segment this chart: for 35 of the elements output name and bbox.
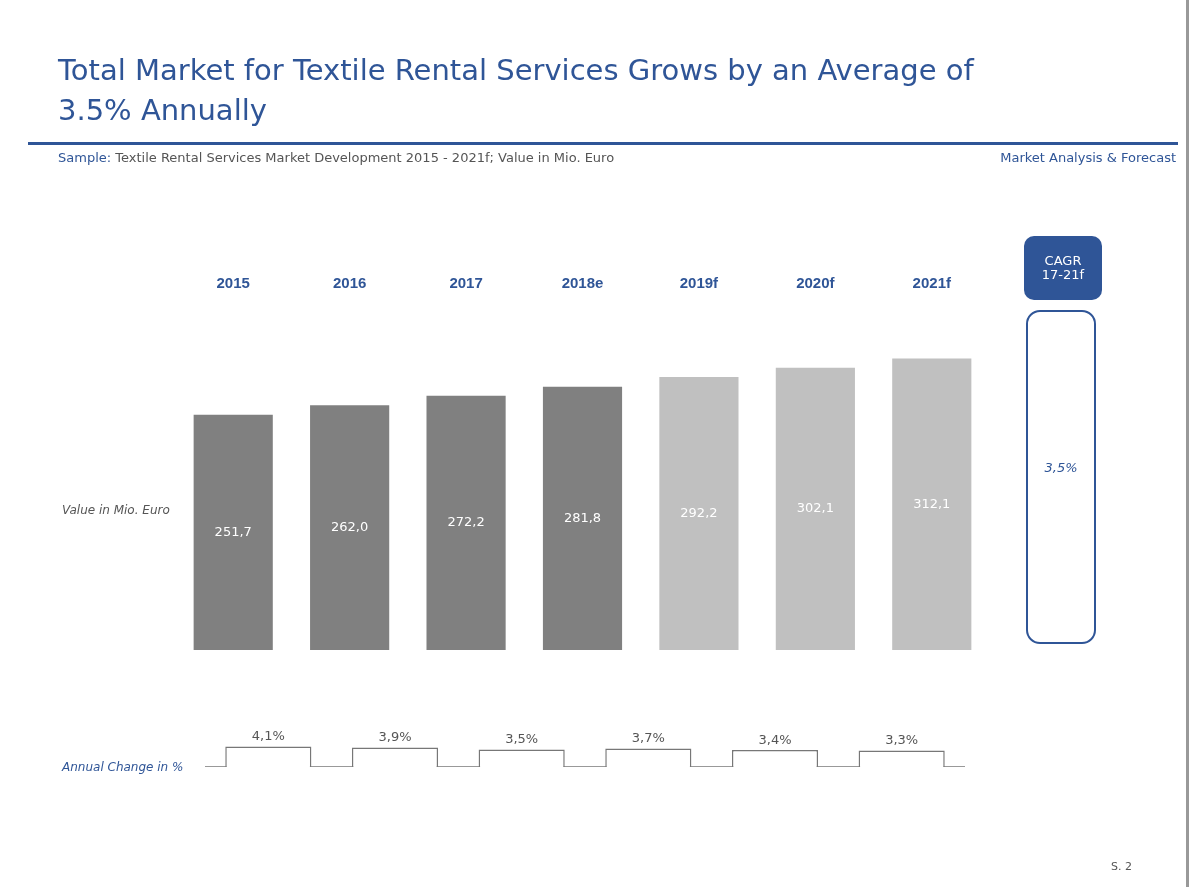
data-label: 292,2 — [680, 504, 718, 520]
data-label: 3,4% — [758, 731, 792, 747]
bar — [310, 405, 390, 650]
x-tick-label: 2017 — [449, 274, 483, 292]
bar — [542, 386, 623, 650]
chart-subtitle: Sample: Textile Rental Services Market Development 2015 - 2021f; Value in Mio. Euro — [58, 150, 615, 165]
x-tick-label: 2018e — [561, 274, 604, 292]
y-axis-title: Annual Change in % — [62, 760, 184, 774]
data-label: 3,9% — [378, 729, 412, 745]
data-label: 3,3% — [885, 732, 919, 748]
x-tick-label: 2016 — [332, 274, 367, 292]
bar — [193, 414, 273, 650]
x-tick-label: 2021f — [912, 274, 952, 292]
text: CAGR 17-21f — [1024, 236, 1102, 300]
x-tick-label: 2020f — [796, 274, 836, 292]
y-axis-title: Value in Mio. Euro — [62, 503, 170, 517]
text: Market Analysis & Forecast — [1000, 150, 1176, 165]
data-label: 272,2 — [447, 514, 485, 530]
data-label: 312,1 — [913, 495, 951, 511]
text: 3,5% — [1026, 310, 1096, 644]
data-label: 3,5% — [505, 731, 539, 747]
x-tick-label: 2015 — [216, 274, 250, 292]
data-label: 281,8 — [563, 509, 602, 525]
data-label: 262,0 — [331, 518, 369, 534]
bar — [775, 367, 855, 650]
bar — [659, 377, 739, 650]
data-label: 4,1% — [251, 728, 285, 744]
data-label: 251,7 — [214, 523, 252, 539]
data-label: 302,1 — [796, 500, 834, 516]
text: S. 2 — [1111, 860, 1132, 873]
data-label: 3,7% — [631, 730, 665, 746]
bar — [892, 358, 972, 650]
chart-title: Total Market for Textile Rental Services Grows by an Average of 3.5% Annually — [58, 52, 976, 129]
x-tick-label: 2019f — [679, 274, 720, 292]
bar — [426, 395, 506, 650]
